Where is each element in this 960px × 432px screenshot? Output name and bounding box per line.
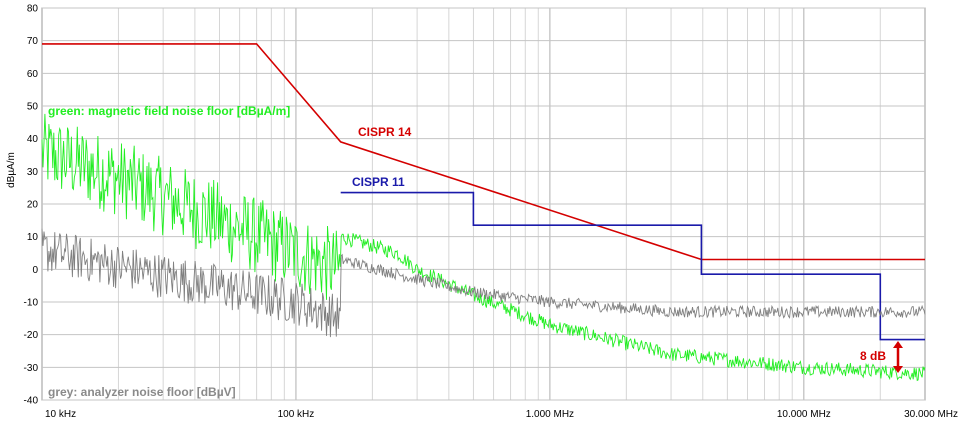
magnetic-noise-floor-trace: [41, 113, 926, 382]
y-tick-label: -10: [24, 298, 39, 309]
y-tick-label: 0: [32, 265, 38, 276]
x-tick-label: 100 kHz: [278, 409, 315, 420]
y-tick-label: -40: [24, 396, 39, 407]
y-tick-label: 60: [27, 69, 39, 80]
cispr11-label: CISPR 11: [352, 175, 405, 189]
delta-label: 8 dB: [860, 349, 886, 363]
y-tick-label: 40: [27, 134, 39, 145]
cispr14-limit-line: [42, 43, 925, 261]
x-tick-label: 30.000 MHz: [904, 409, 958, 420]
delta-arrow: [893, 341, 903, 373]
series-group: [41, 43, 926, 382]
y-tick-label: -20: [24, 330, 39, 341]
grid: [42, 7, 925, 401]
y-tick-label: 80: [27, 4, 39, 15]
y-axis-label: dBµA/m: [6, 152, 17, 188]
y-tick-label: 20: [27, 200, 39, 211]
x-tick-label: 1.000 MHz: [526, 409, 574, 420]
cispr14-label: CISPR 14: [358, 125, 412, 139]
x-tick-labels: 10 kHz 100 kHz 1.000 MHz 10.000 MHz 30.000 M…: [45, 409, 958, 420]
analyzer-noise-floor-trace: [41, 228, 926, 338]
y-tick-label: -30: [24, 363, 39, 374]
grey-legend-label: grey: analyzer noise floor [dBµV]: [48, 385, 236, 399]
x-tick-label: 10 kHz: [45, 409, 76, 420]
y-tick-labels: 80 70 60 50 40 30 20 10 0 -10 -20 -30 -40: [24, 4, 39, 407]
green-legend-label: green: magnetic field noise floor [dBµA/…: [48, 104, 290, 118]
y-tick-label: 30: [27, 167, 39, 178]
y-tick-label: 70: [27, 36, 39, 47]
y-tick-label: 50: [27, 102, 39, 113]
y-tick-label: 10: [27, 232, 39, 243]
cispr11-limit-line: [340, 191, 925, 341]
x-tick-label: 10.000 MHz: [777, 409, 831, 420]
